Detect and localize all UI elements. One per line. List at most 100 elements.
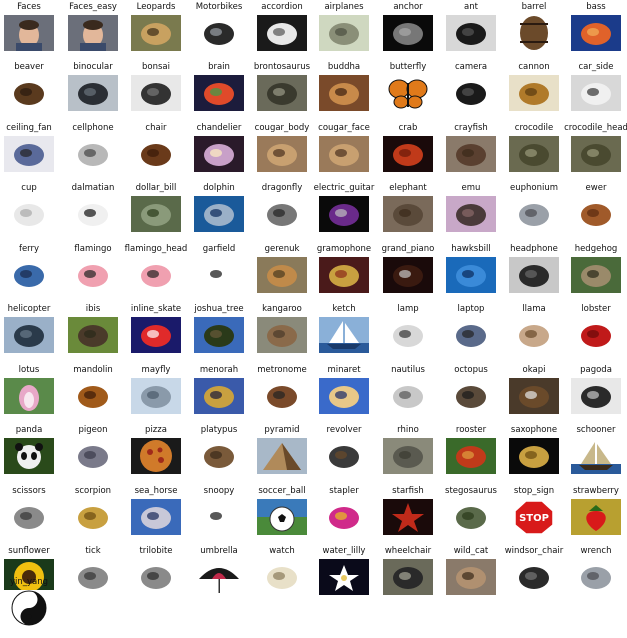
platypus-photo <box>194 438 244 474</box>
category-label: accordion <box>261 2 303 12</box>
pagoda-photo <box>571 378 621 414</box>
trilobite-photo <box>131 559 181 595</box>
category-label: bonsai <box>142 62 170 72</box>
category-label: Faces <box>17 2 41 12</box>
piano-photo <box>383 257 433 293</box>
category-label: trilobite <box>139 546 173 556</box>
brain-photo <box>194 75 244 111</box>
ceiling-fan-photo <box>4 136 54 172</box>
dalmatian-photo <box>68 196 118 232</box>
euphonium-photo <box>509 196 559 232</box>
windsor-chair-photo <box>509 559 559 595</box>
category-label: wild_cat <box>453 546 489 556</box>
category-label: binocular <box>73 62 113 72</box>
chair-photo <box>131 136 181 172</box>
category-label: ceiling_fan <box>6 123 52 133</box>
revolver-photo <box>319 438 369 474</box>
scissors-photo <box>4 499 54 535</box>
flamingo-photo <box>131 257 181 293</box>
category-label: chair <box>145 123 167 133</box>
cellphone-photo <box>68 136 118 172</box>
category-label: crocodile <box>514 123 554 133</box>
category-label: umbrella <box>200 546 238 556</box>
category-label: joshua_tree <box>194 304 244 314</box>
snoopy-photo <box>194 499 244 535</box>
category-label: Motorbikes <box>195 2 243 12</box>
category-label: headphone <box>510 244 558 254</box>
category-label: revolver <box>326 425 362 435</box>
category-label: brain <box>208 62 230 72</box>
category-label: camera <box>454 62 488 72</box>
lobster-photo <box>571 317 621 353</box>
panda-photo <box>4 438 54 474</box>
category-label: emu <box>461 183 481 193</box>
category-label: sea_horse <box>134 486 178 496</box>
category-label: scorpion <box>74 486 112 496</box>
skate-photo <box>131 317 181 353</box>
category-label: anchor <box>393 2 423 12</box>
crayfish-photo <box>446 136 496 172</box>
category-label: ferry <box>18 244 40 254</box>
lamp-photo <box>383 317 433 353</box>
category-label: euphonium <box>509 183 559 193</box>
binocular-photo <box>68 75 118 111</box>
chandelier-photo <box>194 136 244 172</box>
cannon-photo <box>509 75 559 111</box>
category-label: chandelier <box>196 123 242 133</box>
airplane-photo <box>319 15 369 51</box>
category-label: gerenuk <box>264 244 300 254</box>
butterfly-photo <box>383 75 433 111</box>
category-label: Faces_easy <box>69 2 117 12</box>
category-label: crab <box>398 123 418 133</box>
category-label: hawksbill <box>451 244 491 254</box>
category-label: ant <box>464 2 478 12</box>
category-label: grand_piano <box>381 244 435 254</box>
stegosaurus-photo <box>446 499 496 535</box>
tree-photo <box>194 317 244 353</box>
face-photo <box>4 15 54 51</box>
category-label: okapi <box>522 365 546 375</box>
crocodile-photo <box>509 136 559 172</box>
category-label: butterfly <box>389 62 427 72</box>
ewer-photo <box>571 196 621 232</box>
category-label: water_lilly <box>322 546 366 556</box>
category-label: ewer <box>585 183 607 193</box>
category-label: stop_sign <box>513 486 555 496</box>
pyramid-photo <box>257 438 307 474</box>
category-label: dolphin <box>203 183 235 193</box>
category-label: menorah <box>199 365 239 375</box>
watch-photo <box>257 559 307 595</box>
barrel-photo <box>509 15 559 51</box>
cougar-photo <box>257 136 307 172</box>
category-label: soccer_ball <box>258 486 306 496</box>
water-lily-photo <box>319 559 369 595</box>
category-label: metronome <box>257 365 307 375</box>
yin-yang-photo <box>4 590 54 626</box>
category-label: stegosaurus <box>445 486 497 496</box>
category-label: mayfly <box>141 365 171 375</box>
category-label: laptop <box>457 304 485 314</box>
flamingo-photo <box>68 257 118 293</box>
beaver-photo <box>4 75 54 111</box>
crocodile-photo <box>571 136 621 172</box>
category-label: cellphone <box>72 123 114 133</box>
saxophone-photo <box>509 438 559 474</box>
category-label: cougar_face <box>318 123 370 133</box>
category-label: beaver <box>14 62 44 72</box>
stapler-photo <box>319 499 369 535</box>
dragonfly-photo <box>257 196 307 232</box>
category-label: Leopards <box>136 2 176 12</box>
category-label: pigeon <box>78 425 108 435</box>
category-label: platypus <box>200 425 238 435</box>
menorah-photo <box>194 378 244 414</box>
category-label: flamingo_head <box>124 244 188 254</box>
category-label: octopus <box>454 365 488 375</box>
crab-photo <box>383 136 433 172</box>
garfield-photo <box>194 257 244 293</box>
category-label: crayfish <box>454 123 488 133</box>
category-label: electric_guitar <box>313 183 375 193</box>
soccer-ball-photo <box>257 499 307 535</box>
wheelchair-photo <box>383 559 433 595</box>
category-label: dalmatian <box>71 183 115 193</box>
